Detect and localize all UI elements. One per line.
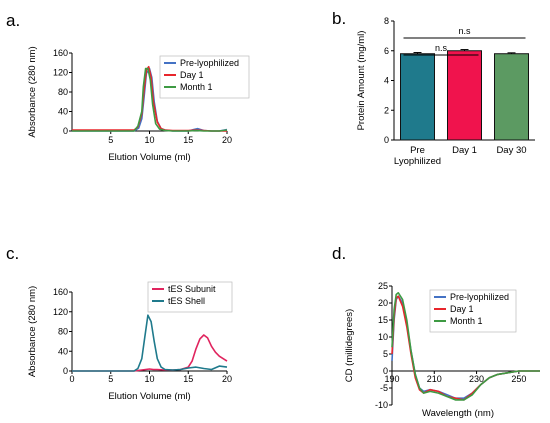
x-tick-label: 15: [183, 135, 193, 145]
x-tick-label: 230: [469, 374, 484, 384]
x-tick-label: 20: [222, 135, 232, 145]
panel-a: a. 0 40 80 120 160 5 10 15 20 Elution Volume (ml)…: [6, 11, 250, 163]
y-tick-label: 40: [58, 107, 68, 117]
x-tick-label: 190: [384, 374, 399, 384]
x-tick-label: 5: [108, 135, 113, 145]
y-tick-label: 25: [378, 281, 388, 291]
y-tick-label: 80: [58, 327, 68, 337]
y-axis-title: Absorbance (280 nm): [27, 46, 38, 137]
y-tick-label: 0: [383, 366, 388, 376]
x-axis-title: Elution Volume (ml): [108, 152, 190, 163]
y-tick-label: 0: [384, 135, 389, 145]
legend-label: tES Shell: [168, 296, 205, 306]
panel-label-b: b.: [332, 9, 346, 28]
x-axis-title: Elution Volume (ml): [108, 391, 190, 402]
significance-label: n.s: [458, 26, 471, 36]
y-tick-label: 20: [378, 298, 388, 308]
y-axis-title: CD (millidegrees): [344, 309, 355, 382]
chart-d: -10 -5 0 5 10 15 20 25 190 210 230 250 Wavelength (n…: [344, 281, 540, 419]
y-tick-label: 120: [53, 307, 68, 317]
significance-label: n.s: [435, 43, 448, 53]
y-tick-label: 160: [53, 287, 68, 297]
y-tick-label: 15: [378, 315, 388, 325]
y-axis-title: Protein Amount (mg/ml): [356, 31, 367, 131]
bar: [447, 50, 482, 141]
x-tick-label: Day 1: [452, 145, 477, 156]
legend-box: [159, 55, 250, 99]
bar: [494, 53, 529, 141]
x-tick-label: 250: [511, 374, 526, 384]
x-tick-label: 20: [222, 374, 232, 384]
panel-c: c. 0 40 80 120 160 0 5 10 15 20 Elution Volume (ml…: [6, 244, 233, 402]
panel-d: d. -10 -5 0 5 10 15 20 25 190 210 230 250 Wavelength…: [332, 244, 540, 419]
y-tick-label: -10: [375, 400, 388, 410]
legend-label: Pre-lyophilized: [450, 292, 509, 302]
y-tick-label: 2: [384, 105, 389, 115]
y-tick-label: 4: [384, 76, 389, 86]
legend-label: Day 1: [180, 70, 204, 80]
x-tick-label: 5: [108, 374, 113, 384]
legend-label: Month 1: [450, 316, 483, 326]
x-tick-label: 0: [69, 374, 74, 384]
y-tick-label: 120: [53, 68, 68, 78]
y-tick-label: 6: [384, 46, 389, 56]
series-line-3: [391, 292, 540, 401]
x-axis-title: Wavelength (nm): [422, 408, 494, 419]
bar: [400, 53, 435, 141]
chart-a: 0 40 80 120 160 5 10 15 20 Elution Volume (ml) Abs…: [27, 46, 250, 163]
y-tick-label: 0: [63, 126, 68, 136]
legend-label: Day 1: [450, 304, 474, 314]
series-line-1: [72, 334, 228, 372]
y-axis-title: Absorbance (280 nm): [27, 286, 38, 377]
y-tick-label: 5: [383, 349, 388, 359]
x-tick-label: 10: [144, 135, 154, 145]
y-tick-label: 0: [63, 366, 68, 376]
y-tick-label: 8: [384, 16, 389, 26]
legend-box: [147, 281, 233, 313]
x-tick-label: Lyophilized: [394, 156, 441, 167]
series-line-3: [72, 67, 228, 132]
legend-label: tES Subunit: [168, 284, 216, 294]
legend-label: Pre-lyophilized: [180, 58, 239, 68]
legend-label: Month 1: [180, 82, 213, 92]
x-tick-label: 10: [144, 374, 154, 384]
y-tick-label: 160: [53, 48, 68, 58]
y-tick-label: 10: [378, 332, 388, 342]
panel-b: b. 0 2 4 6 8 Protein Amount (mg/ml) PreLyophil…: [332, 9, 535, 167]
chart-c: 0 40 80 120 160 0 5 10 15 20 Elution Volume (ml) Ab…: [27, 281, 233, 402]
panel-label-a: a.: [6, 11, 20, 30]
x-tick-label: 15: [183, 374, 193, 384]
y-tick-label: 80: [58, 87, 68, 97]
panel-label-c: c.: [6, 244, 19, 263]
y-tick-label: -5: [380, 383, 388, 393]
y-tick-label: 40: [58, 346, 68, 356]
x-tick-label: Day 30: [496, 145, 526, 156]
panel-label-d: d.: [332, 244, 346, 263]
x-tick-label: 210: [427, 374, 442, 384]
x-tick-label: Pre: [410, 145, 425, 156]
series-line-2: [72, 314, 228, 372]
chart-b: 0 2 4 6 8 Protein Amount (mg/ml) PreLyophilize…: [356, 16, 535, 167]
